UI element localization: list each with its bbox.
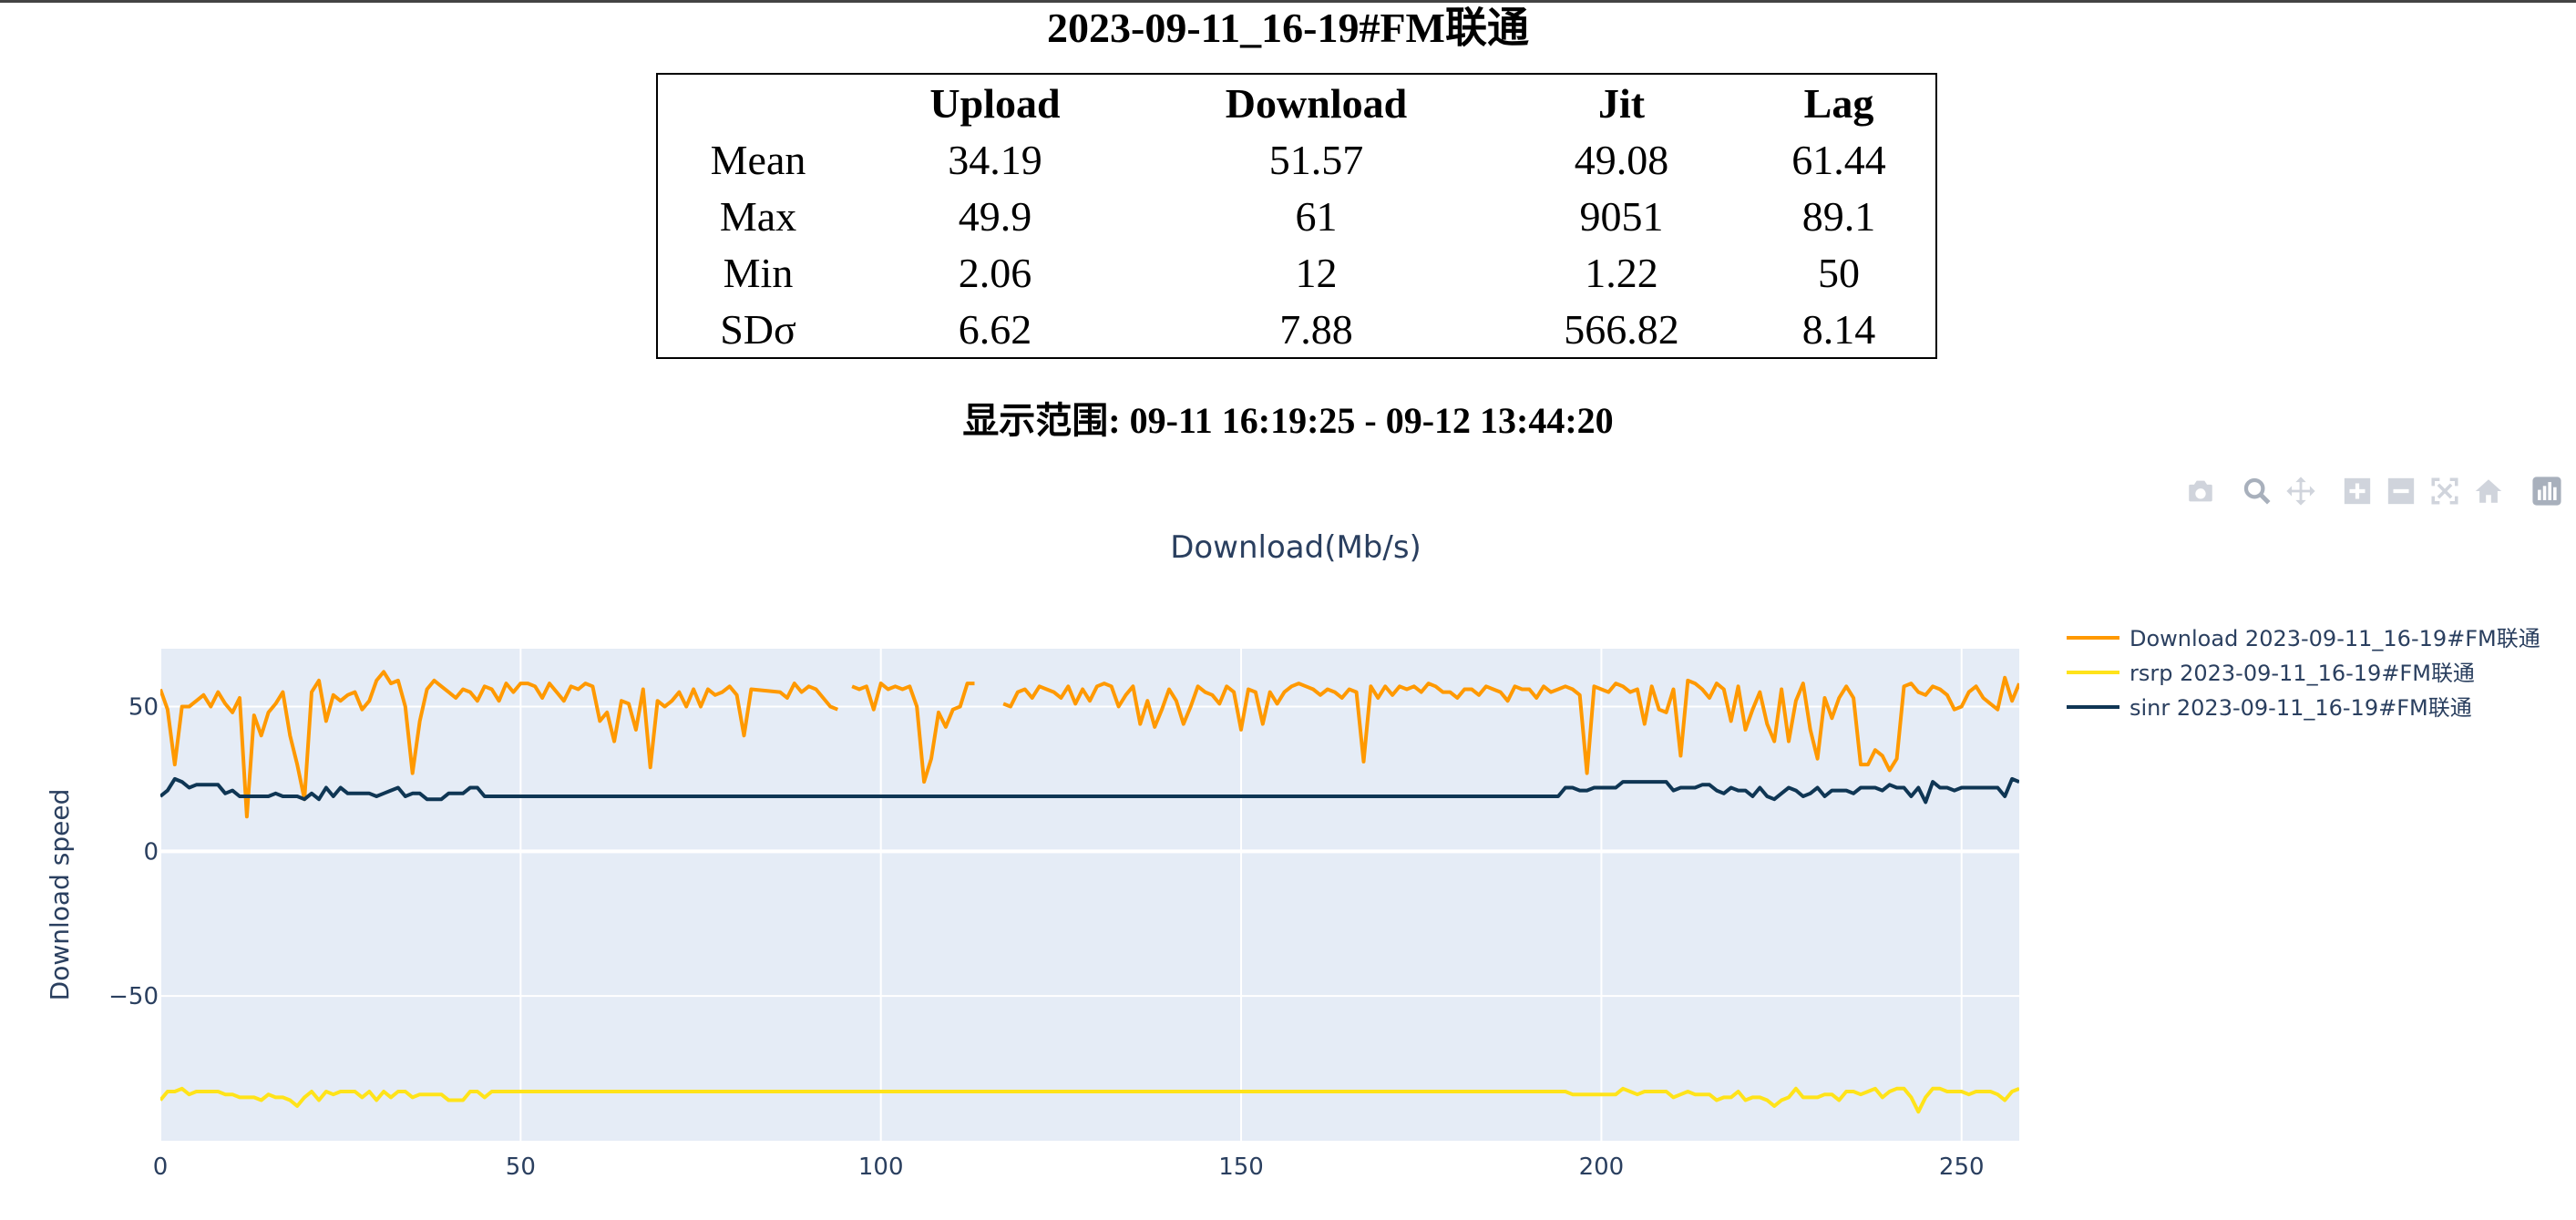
stats-cell: 34.19 [948, 136, 1042, 183]
chart-title: Download(Mb/s) [1170, 529, 1421, 566]
x-tick-label: 0 [153, 1153, 169, 1181]
x-tick-label: 150 [1218, 1153, 1264, 1181]
y-tick-label: 0 [143, 838, 159, 866]
x-tick-label: 250 [1939, 1153, 1985, 1181]
legend-item[interactable]: Download 2023-09-11_16-19#FM联通 [2067, 626, 2540, 651]
stats-cell: 7.88 [1279, 305, 1353, 353]
x-tick-label: 200 [1579, 1153, 1625, 1181]
grid-layer [159, 649, 2019, 1141]
display-range-label: 显示范围: 09-11 16:19:25 - 09-12 13:44:20 [962, 400, 1614, 441]
stats-cell: 12 [1295, 249, 1338, 296]
stats-cell: 2.06 [958, 249, 1032, 296]
stats-cell: 61 [1295, 192, 1338, 240]
stats-row-label: Min [723, 249, 794, 296]
stats-header-row: Upload Download Jit Lag [657, 74, 1936, 131]
legend-label: sinr 2023-09-11_16-19#FM联通 [2130, 695, 2472, 721]
stats-cell: 50 [1818, 249, 1860, 296]
stats-cell: 9051 [1579, 192, 1664, 240]
series-layer [160, 670, 2019, 1114]
legend-item[interactable]: rsrp 2023-09-11_16-19#FM联通 [2067, 661, 2475, 686]
zoom-in-icon[interactable] [2342, 476, 2373, 507]
tick-labels: 0 50 100 150 200 250 −50 0 50 [108, 694, 1984, 1181]
stats-header-cell: Lag [1803, 79, 1874, 127]
stats-row-label: SDσ [720, 305, 796, 353]
stats-header-cell: Upload [929, 79, 1061, 127]
stats-header-cell [657, 74, 858, 131]
stats-cell: 51.57 [1268, 136, 1364, 183]
series-line[interactable] [160, 776, 2019, 805]
legend-item[interactable]: sinr 2023-09-11_16-19#FM联通 [2067, 695, 2472, 721]
x-tick-label: 100 [858, 1153, 904, 1181]
stats-cell: 49.9 [958, 192, 1032, 240]
stats-row-label: Max [719, 192, 797, 240]
stats-row-max: Max 49.9 61 9051 89.1 [657, 188, 1936, 244]
plot-modebar [2185, 472, 2568, 508]
stats-row-label: Mean [710, 136, 806, 183]
autoscale-icon[interactable] [2429, 476, 2460, 507]
page-title: 2023-09-11_16-19#FM联通 [1047, 5, 1529, 51]
y-tick-label: −50 [108, 983, 159, 1010]
series-line[interactable] [160, 670, 2019, 819]
camera-icon[interactable] [2185, 476, 2216, 507]
stats-header-cell: Download [1225, 79, 1408, 127]
plotly-logo-icon[interactable] [2531, 476, 2562, 507]
pan-icon[interactable] [2285, 476, 2316, 507]
y-tick-label: 50 [128, 694, 159, 722]
zoom-out-icon[interactable] [2386, 476, 2417, 507]
stats-row-min: Min 2.06 12 1.22 50 [657, 244, 1936, 301]
stats-cell: 61.44 [1791, 136, 1886, 183]
stats-cell: 1.22 [1585, 249, 1658, 296]
stats-row-mean: Mean 34.19 51.57 49.08 61.44 [657, 131, 1936, 188]
stats-cell: 566.82 [1564, 305, 1679, 353]
legend-label: Download 2023-09-11_16-19#FM联通 [2130, 626, 2540, 651]
legend-label: rsrp 2023-09-11_16-19#FM联通 [2130, 661, 2475, 686]
reset-axes-icon[interactable] [2473, 476, 2504, 507]
stats-header-cell: Jit [1597, 79, 1646, 127]
stats-cell: 8.14 [1801, 305, 1876, 353]
download-line-chart: Download(Mb/s) 0 50 100 150 200 250 −50 0 50 Dow… [45, 529, 2540, 1181]
stats-table: Upload Download Jit Lag Mean 34.19 51.57… [656, 73, 1937, 359]
plot-area [160, 649, 2019, 1141]
series-line[interactable] [160, 1086, 2019, 1114]
zoom-icon[interactable] [2242, 476, 2273, 507]
x-tick-label: 50 [506, 1153, 536, 1181]
stats-cell: 49.08 [1574, 136, 1669, 183]
top-rule [0, 0, 2576, 3]
stats-cell: 6.62 [958, 305, 1032, 353]
stats-row-sd: SDσ 6.62 7.88 566.82 8.14 [657, 301, 1936, 358]
y-axis-title: Download speed [45, 789, 75, 1001]
stats-cell: 89.1 [1801, 192, 1876, 240]
